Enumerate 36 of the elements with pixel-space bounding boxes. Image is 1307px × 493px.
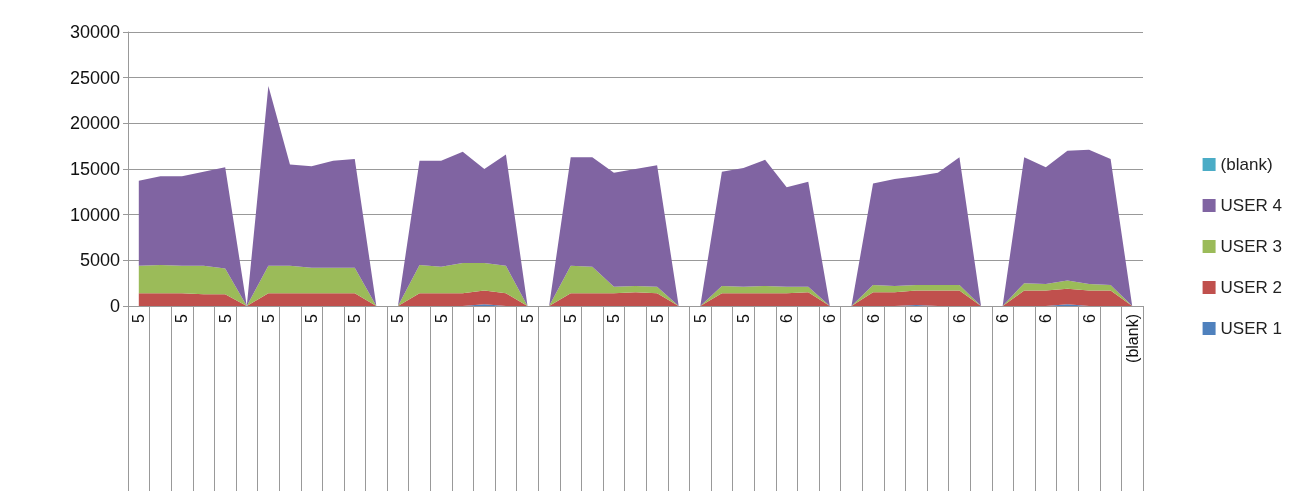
x-tick-label: 6 [1037, 313, 1055, 323]
x-tick-label: 5 [130, 313, 148, 323]
y-tick-label: 15000 [69, 159, 120, 179]
x-tick-label: 5 [173, 313, 191, 323]
legend-label: USER 3 [1220, 237, 1283, 256]
x-tick-label: 6 [994, 313, 1012, 323]
x-tick-label: 5 [346, 313, 364, 323]
y-tick-label: 25000 [69, 67, 120, 88]
x-tick-label: 5 [519, 313, 537, 323]
x-tick-label: 5 [432, 313, 450, 323]
x-tick-label: 5 [259, 313, 277, 323]
legend-label: USER 4 [1220, 196, 1283, 215]
x-tick-label: 5 [475, 313, 493, 323]
y-tick-label: 5000 [79, 250, 120, 271]
y-tick-label: 0 [109, 296, 120, 316]
x-tick-label: 5 [605, 313, 623, 323]
x-tick-label: 6 [778, 313, 796, 323]
x-tick-label: 6 [1080, 313, 1098, 323]
x-tick-label: 5 [216, 313, 234, 323]
x-tick-label: 5 [734, 313, 752, 323]
x-tick-label: 5 [648, 313, 666, 323]
y-tick-label: 20000 [69, 113, 120, 134]
x-tick-label: 6 [950, 313, 968, 323]
x-tick-label: 6 [864, 313, 882, 323]
y-tick-label: 30000 [69, 22, 120, 42]
x-tick-label: 5 [562, 313, 580, 323]
y-tick-label: 10000 [69, 204, 120, 225]
x-tick-label: 5 [389, 313, 407, 323]
legend-label: USER 1 [1220, 319, 1283, 338]
x-tick-label: 6 [821, 313, 839, 323]
x-tick-label: 5 [303, 313, 321, 323]
legend-label: USER 2 [1220, 278, 1283, 297]
x-tick-label: 5 [691, 313, 709, 323]
legend-label: (blank) [1220, 155, 1273, 174]
x-tick-label: (blank) [1123, 314, 1141, 363]
x-tick-label: 6 [907, 313, 925, 323]
